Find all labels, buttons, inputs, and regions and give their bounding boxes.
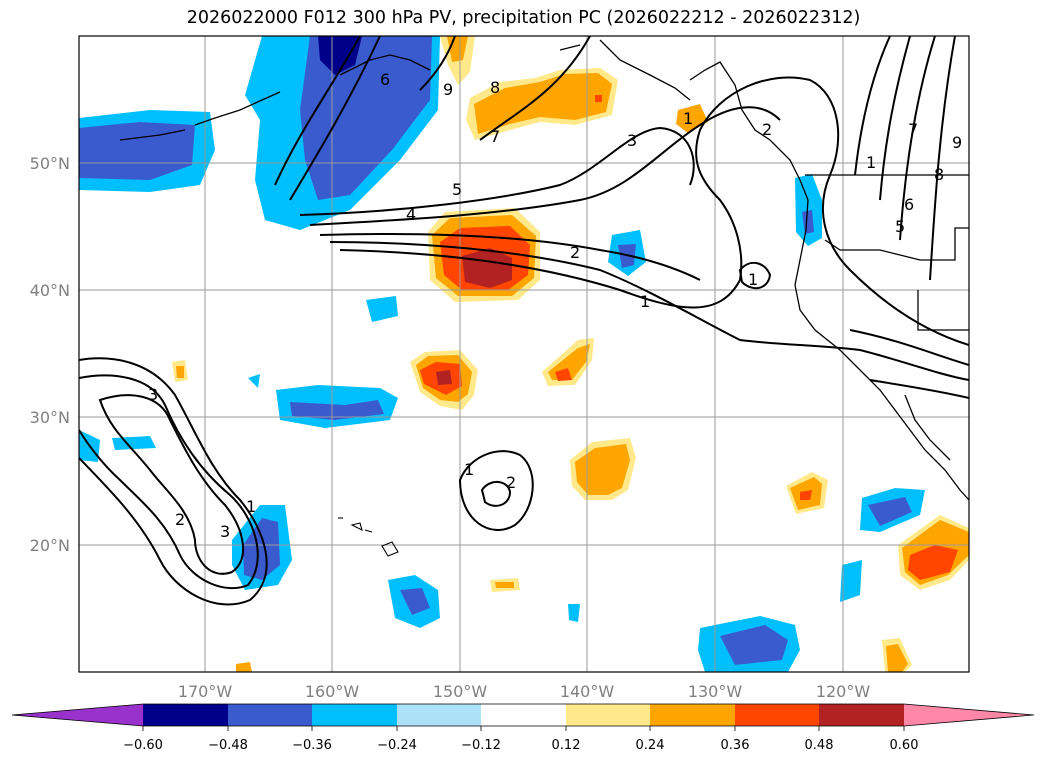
colorbar-tick: 0.12 [552,738,581,753]
contour-label: 1 [866,153,876,172]
colorbar-extend-low [12,704,143,726]
lon-label: 150°W [433,682,488,701]
lon-label: 170°W [178,682,233,701]
contour-label: 3 [148,385,158,404]
colorbar-segment [312,704,397,726]
colorbar-segment [566,704,650,726]
colorbar-tick: 0.60 [890,738,919,753]
colorbar-tick: −0.36 [292,738,332,753]
contour-label: 5 [895,217,905,236]
pv-contours [79,36,969,606]
contour-label: 1 [640,292,650,311]
contour-label: 4 [406,205,416,224]
contour-label: 1 [464,460,474,479]
colorbar-segment [228,704,312,726]
positive-precip-anomalies [172,36,969,672]
latitude-labels: 50°N 40°N 30°N 20°N [30,154,70,555]
contour-label: 9 [443,80,453,99]
contour-label: 6 [380,70,390,89]
map-frame [78,35,970,673]
contour-label: 3 [627,131,637,150]
contour-label: 1 [683,109,693,128]
contour-label: 2 [570,243,580,262]
lat-label: 40°N [30,281,70,300]
colorbar-segment [819,704,904,726]
colorbar-tick: −0.24 [377,738,417,753]
lon-label: 130°W [688,682,743,701]
contour-label: 2 [175,510,185,529]
contour-label: 8 [934,165,944,184]
contour-label: 8 [490,78,500,97]
colorbar-tick: 0.36 [721,738,750,753]
colorbar-tick: 0.48 [805,738,834,753]
hawaii-islands [338,517,399,557]
colorbar-tick: −0.48 [208,738,248,753]
colorbar-segment [650,704,735,726]
contour-label: 3 [220,522,230,541]
contour-label: 7 [908,120,918,139]
contour-label: 1 [748,270,758,289]
contour-label: 7 [490,127,500,146]
contour-label: 2 [762,120,772,139]
lon-label: 160°W [305,682,360,701]
colorbar: −0.60 −0.48 −0.36 −0.24 −0.12 0.12 0.24 … [11,703,1035,753]
contour-label: 6 [904,195,914,214]
lat-label: 20°N [30,536,70,555]
colorbar-tick: −0.60 [123,738,163,753]
contour-label: 1 [246,497,256,516]
lon-label: 140°W [560,682,615,701]
map-title: 2026022000 F012 300 hPa PV, precipitatio… [186,8,861,28]
lat-label: 50°N [30,154,70,173]
colorbar-segment [481,704,566,726]
map-area: 9 8 7 6 5 4 2 1 3 2 1 3 2 1 1 3 2 1 1 5 … [79,36,969,672]
colorbar-segment [735,704,819,726]
longitude-labels: 170°W 160°W 150°W 140°W 130°W 120°W [178,682,871,701]
colorbar-tick: 0.24 [636,738,665,753]
lon-label: 120°W [816,682,871,701]
coastlines [119,39,969,501]
contour-labels: 9 8 7 6 5 4 2 1 3 2 1 3 2 1 1 3 2 1 1 5 … [148,70,962,541]
contour-label: 5 [452,180,462,199]
colorbar-segment [397,704,481,726]
colorbar-tick: −0.12 [461,738,501,753]
lat-label: 30°N [30,408,70,427]
colorbar-segment [143,704,228,726]
contour-label: 9 [952,133,962,152]
colorbar-extend-high [904,704,1034,726]
contour-label: 2 [506,473,516,492]
